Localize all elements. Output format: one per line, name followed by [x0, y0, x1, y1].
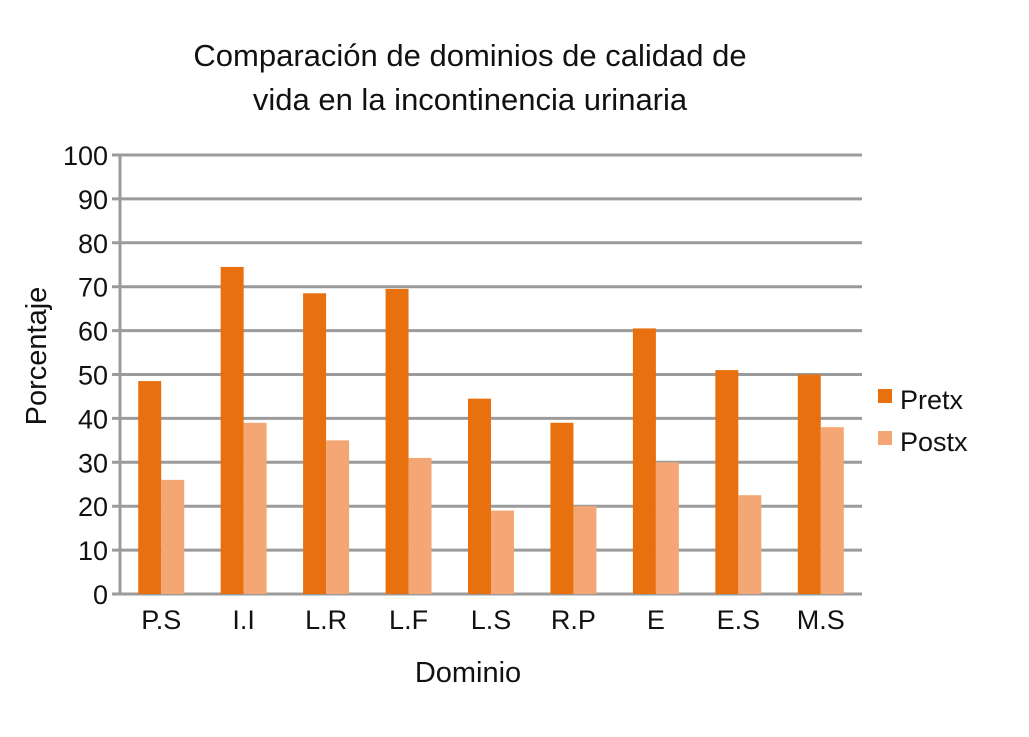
chart-title-line-1: Comparación de dominios de calidad de	[193, 38, 747, 73]
bar-pretx-rp	[550, 422, 574, 594]
x-tick-label: I.I	[232, 605, 255, 635]
bar-pretx-ii	[220, 266, 244, 594]
y-tick-label: 40	[78, 404, 108, 434]
bar-pretx-lr	[303, 293, 327, 594]
y-tick-label: 100	[63, 141, 108, 171]
bar-postx-lr	[326, 440, 350, 594]
x-tick-label: E	[647, 605, 665, 635]
bar-postx-e	[655, 462, 679, 594]
x-tick-label: L.R	[305, 605, 347, 635]
y-axis-label: Porcentaje	[21, 287, 53, 426]
x-tick-label: E.S	[717, 605, 761, 635]
bar-pretx-e	[632, 328, 656, 594]
y-tick-label: 70	[78, 273, 108, 303]
y-tick-label: 20	[78, 492, 108, 522]
y-tick-label: 90	[78, 185, 108, 215]
bar-postx-ii	[243, 422, 267, 594]
bar-postx-ps	[161, 479, 185, 594]
y-tick-label: 80	[78, 229, 108, 259]
y-axis-ticks: 0 10 20 30 40 50 60 70 80 90 100	[63, 141, 108, 610]
legend-swatch-postx	[878, 431, 892, 445]
x-tick-label: L.S	[471, 605, 512, 635]
bars	[138, 266, 844, 594]
legend-label-postx: Postx	[900, 427, 968, 457]
bar-postx-es	[738, 495, 762, 594]
bar-postx-lf	[408, 457, 432, 594]
x-axis-ticks: P.S I.I L.R L.F L.S R.P E E.S M.S	[141, 605, 845, 635]
x-tick-label: R.P	[551, 605, 596, 635]
bar-postx-rp	[573, 506, 597, 594]
y-tick-label: 30	[78, 448, 108, 478]
legend-swatch-pretx	[878, 389, 892, 403]
bar-postx-ls	[491, 510, 514, 594]
y-tick-label: 10	[78, 536, 108, 566]
chart-title-line-2: vida en la incontinencia urinaria	[252, 82, 688, 117]
bar-pretx-ps	[138, 381, 162, 594]
legend: Pretx Postx	[878, 385, 968, 457]
x-tick-label: M.S	[797, 605, 845, 635]
x-tick-label: P.S	[141, 605, 181, 635]
legend-label-pretx: Pretx	[900, 385, 964, 415]
x-tick-label: L.F	[389, 605, 428, 635]
x-axis-label: Dominio	[415, 657, 521, 689]
bar-pretx-lf	[385, 288, 409, 594]
bar-pretx-ms	[797, 374, 821, 594]
chart-title: Comparación de dominios de calidad de vi…	[120, 34, 820, 122]
y-tick-label: 0	[93, 580, 108, 610]
bar-pretx-ls	[468, 398, 491, 594]
bar-pretx-es	[715, 370, 739, 594]
y-tick-label: 50	[78, 361, 108, 391]
bar-postx-ms	[820, 427, 844, 594]
y-tick-label: 60	[78, 317, 108, 347]
